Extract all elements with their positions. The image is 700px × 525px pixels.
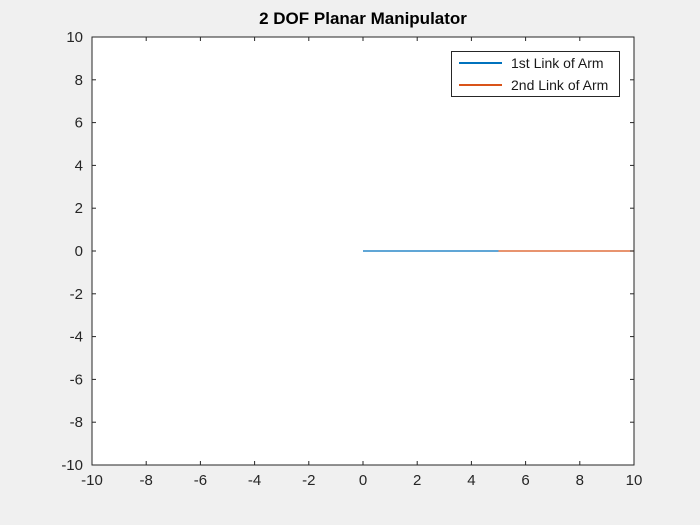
- y-tick-label: 10: [66, 29, 83, 46]
- x-tick-label: -6: [194, 472, 207, 489]
- y-tick-label: 6: [75, 115, 83, 132]
- x-tick-label: -4: [248, 472, 261, 489]
- y-tick-label: -6: [70, 371, 83, 388]
- y-tick-label: -10: [61, 457, 83, 474]
- legend-item: 1st Link of Arm: [452, 52, 619, 74]
- y-tick-label: 8: [75, 72, 83, 89]
- x-tick-label: -10: [81, 472, 103, 489]
- x-tick-label: 6: [521, 472, 529, 489]
- y-tick-label: -8: [70, 414, 83, 431]
- legend-label: 2nd Link of Arm: [511, 77, 609, 93]
- legend-line-sample-2: [459, 84, 502, 86]
- legend-line-sample-1: [459, 62, 502, 64]
- y-tick-label: 0: [75, 243, 83, 260]
- y-tick-label: 2: [75, 200, 83, 217]
- y-tick-label: 4: [75, 157, 83, 174]
- x-tick-label: -2: [302, 472, 315, 489]
- x-tick-label: 8: [576, 472, 584, 489]
- legend-label: 1st Link of Arm: [511, 55, 604, 71]
- x-tick-label: 10: [626, 472, 643, 489]
- x-tick-label: 4: [467, 472, 475, 489]
- chart-title: 2 DOF Planar Manipulator: [259, 9, 467, 28]
- legend: 1st Link of Arm 2nd Link of Arm: [451, 51, 620, 97]
- legend-item: 2nd Link of Arm: [452, 74, 619, 96]
- x-tick-label: 2: [413, 472, 421, 489]
- y-tick-label: -2: [70, 286, 83, 303]
- x-tick-label: 0: [359, 472, 367, 489]
- x-tick-label: -8: [140, 472, 153, 489]
- y-tick-label: -4: [70, 329, 83, 346]
